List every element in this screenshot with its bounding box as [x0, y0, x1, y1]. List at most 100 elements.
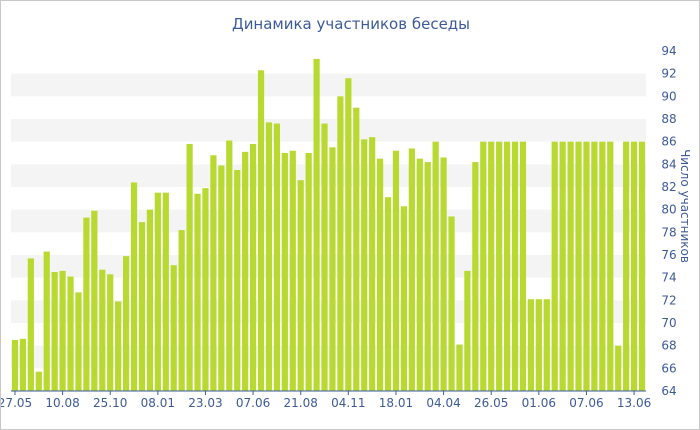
bar	[130, 182, 138, 391]
bar	[329, 147, 336, 391]
background-band	[11, 209, 646, 233]
bar	[519, 141, 527, 391]
bar	[511, 141, 519, 391]
bar	[353, 107, 360, 392]
bar	[305, 153, 312, 391]
bar	[265, 122, 273, 392]
bar	[99, 269, 106, 391]
y-axis-label: Число участников	[678, 149, 692, 263]
bar	[67, 276, 74, 391]
bar	[472, 162, 479, 391]
x-tick-label: 10.08	[45, 396, 79, 410]
bar	[615, 345, 622, 391]
x-tick-label: 18.01	[379, 396, 413, 410]
bar	[337, 96, 344, 391]
bar	[607, 141, 614, 391]
x-tick-label: 21.08	[284, 396, 318, 410]
bar	[281, 153, 288, 391]
x-tick-label: 07.06	[569, 396, 603, 410]
y-tick-label: 80	[661, 203, 676, 217]
y-tick-label: 74	[661, 271, 676, 285]
y-tick-label: 82	[661, 180, 676, 194]
bar	[35, 371, 42, 391]
background-bands	[11, 73, 646, 369]
bar	[384, 197, 392, 391]
bar	[591, 141, 598, 391]
y-tick-label: 70	[661, 316, 676, 330]
y-tick-label: 78	[661, 225, 676, 239]
bar	[273, 123, 280, 391]
bar	[638, 141, 646, 391]
x-tick-label: 07.06	[236, 396, 270, 410]
bar	[107, 274, 114, 391]
bar	[313, 58, 320, 392]
background-band	[11, 119, 646, 142]
x-tick-label: 26.05	[474, 396, 508, 410]
bar	[416, 158, 423, 391]
bar	[138, 222, 146, 391]
bar	[321, 123, 328, 391]
bars-group	[11, 58, 646, 392]
x-tick-label: 04.11	[331, 396, 365, 410]
bar	[257, 70, 265, 392]
y-tick-label: 68	[661, 339, 676, 353]
x-tick-label: 08.01	[141, 396, 175, 410]
y-tick-label: 72	[661, 293, 676, 307]
bar	[51, 272, 58, 391]
x-tick-label: 23.03	[188, 396, 222, 410]
y-tick-label: 64	[661, 384, 676, 398]
bar	[297, 180, 304, 391]
bar	[115, 301, 122, 391]
bar	[361, 139, 368, 391]
bar	[496, 141, 503, 391]
bar	[488, 141, 495, 391]
bar	[551, 141, 558, 391]
bar	[162, 192, 169, 391]
bar	[226, 140, 233, 391]
bar	[43, 251, 50, 391]
bar	[123, 256, 130, 391]
bar	[408, 148, 415, 391]
bar	[210, 155, 217, 391]
bar	[599, 141, 606, 391]
bar	[504, 141, 511, 391]
bar	[242, 151, 249, 391]
background-band	[11, 345, 646, 369]
bar	[527, 299, 534, 391]
x-axis-ticks: 27.05 10.08 25.10 08.01 23.03 07.06 21.08 04.11…	[1, 391, 651, 410]
bar	[170, 265, 177, 391]
bar	[543, 299, 550, 391]
bar	[377, 158, 384, 391]
y-tick-label: 66	[661, 361, 676, 375]
bar	[480, 141, 487, 391]
bar	[234, 170, 241, 391]
bar	[369, 137, 376, 391]
bar	[392, 150, 400, 391]
bar	[194, 193, 201, 391]
bar	[456, 344, 463, 391]
bar	[432, 141, 439, 391]
bar	[400, 206, 407, 391]
bar	[535, 299, 542, 391]
bar	[289, 150, 296, 391]
x-tick-label: 27.05	[1, 396, 32, 410]
bar	[91, 210, 98, 391]
bar	[424, 162, 431, 391]
x-tick-label: 04.04	[426, 396, 460, 410]
y-tick-label: 86	[661, 135, 676, 149]
y-axis-ticks: 64 66 68 70 72 74 76 78 80 82 84 86 88 90 92 94	[661, 44, 676, 398]
background-band	[11, 164, 646, 187]
bar	[202, 188, 209, 391]
y-tick-label: 88	[661, 112, 676, 126]
y-tick-label: 84	[661, 157, 676, 171]
bar	[583, 141, 590, 391]
bar	[464, 270, 471, 391]
bar	[19, 338, 26, 391]
x-tick-label: 25.10	[93, 396, 127, 410]
background-band	[11, 73, 646, 97]
bar	[448, 216, 455, 391]
x-tick-label: 01.06	[522, 396, 556, 410]
x-tick-label: 13.06	[617, 396, 651, 410]
